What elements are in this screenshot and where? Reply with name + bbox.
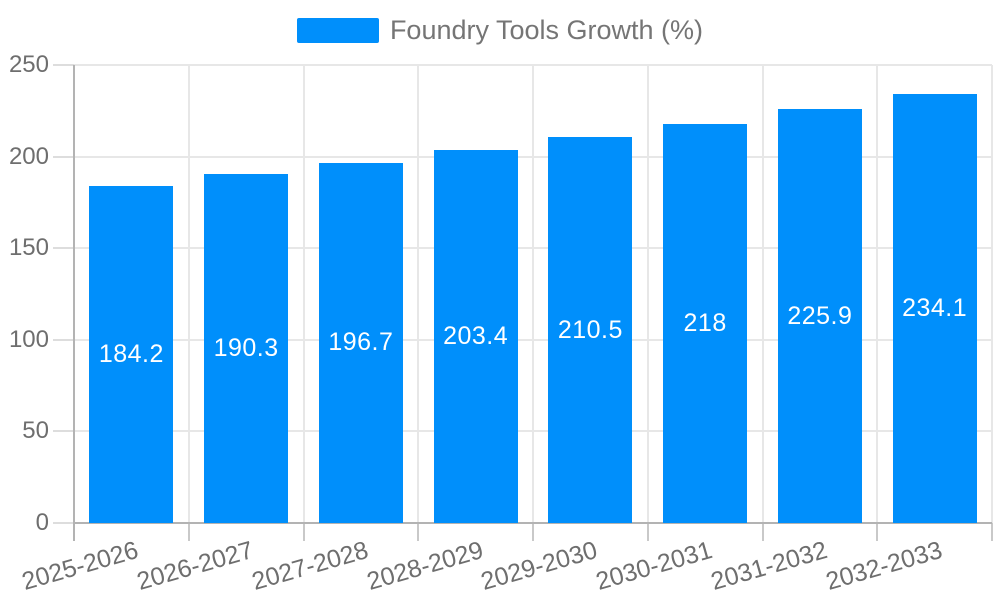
bar[interactable]: 234.1 bbox=[892, 94, 977, 523]
bar[interactable]: 218 bbox=[663, 123, 748, 523]
y-axis-label: 100 bbox=[8, 325, 49, 353]
x-axis-line bbox=[73, 522, 992, 524]
x-axis-tick bbox=[187, 523, 190, 541]
bar[interactable]: 203.4 bbox=[433, 150, 518, 523]
x-gridline bbox=[187, 65, 190, 523]
y-axis-label: 250 bbox=[8, 51, 49, 78]
bar[interactable]: 196.7 bbox=[318, 162, 403, 523]
x-gridline bbox=[417, 65, 420, 523]
bar-value-label: 196.7 bbox=[328, 328, 394, 357]
x-axis-tick bbox=[646, 523, 649, 541]
bar-value-label: 184.2 bbox=[98, 339, 164, 368]
x-gridline bbox=[646, 65, 649, 523]
legend-label: Foundry Tools Growth (%) bbox=[389, 15, 704, 45]
y-axis-label: 150 bbox=[8, 234, 49, 262]
bar-value-label: 218 bbox=[683, 308, 727, 337]
x-gridline bbox=[991, 65, 993, 523]
bar-value-label: 234.1 bbox=[902, 294, 968, 323]
x-axis-tick bbox=[991, 523, 993, 541]
x-axis-tick bbox=[532, 523, 534, 541]
y-axis-tick bbox=[53, 155, 74, 158]
legend-item[interactable]: Foundry Tools Growth (%) bbox=[0, 13, 1000, 47]
bar[interactable]: 210.5 bbox=[548, 137, 633, 523]
legend-swatch bbox=[296, 17, 379, 43]
bar-value-label: 225.9 bbox=[787, 301, 853, 330]
x-gridline bbox=[532, 65, 534, 523]
y-axis-label: 0 bbox=[35, 509, 49, 536]
y-axis-tick bbox=[53, 522, 74, 524]
bar[interactable]: 225.9 bbox=[777, 109, 862, 523]
bar-value-label: 210.5 bbox=[557, 315, 623, 344]
bar[interactable]: 184.2 bbox=[89, 185, 174, 523]
bar-value-label: 203.4 bbox=[443, 322, 509, 351]
y-axis-line bbox=[73, 65, 75, 541]
bar[interactable]: 190.3 bbox=[204, 174, 289, 523]
y-axis-label: 200 bbox=[8, 142, 49, 170]
x-gridline bbox=[761, 65, 764, 523]
x-gridline bbox=[876, 65, 879, 523]
x-gridline bbox=[302, 65, 305, 523]
y-axis-tick bbox=[53, 338, 74, 341]
x-axis-tick bbox=[417, 523, 420, 541]
x-axis-tick bbox=[761, 523, 764, 541]
x-axis-tick bbox=[876, 523, 879, 541]
y-axis-tick bbox=[53, 247, 74, 250]
y-axis-tick bbox=[53, 64, 74, 66]
bar-value-label: 190.3 bbox=[213, 334, 279, 363]
y-axis-tick bbox=[53, 430, 74, 433]
y-axis-label: 50 bbox=[22, 417, 49, 445]
x-axis-tick bbox=[302, 523, 305, 541]
